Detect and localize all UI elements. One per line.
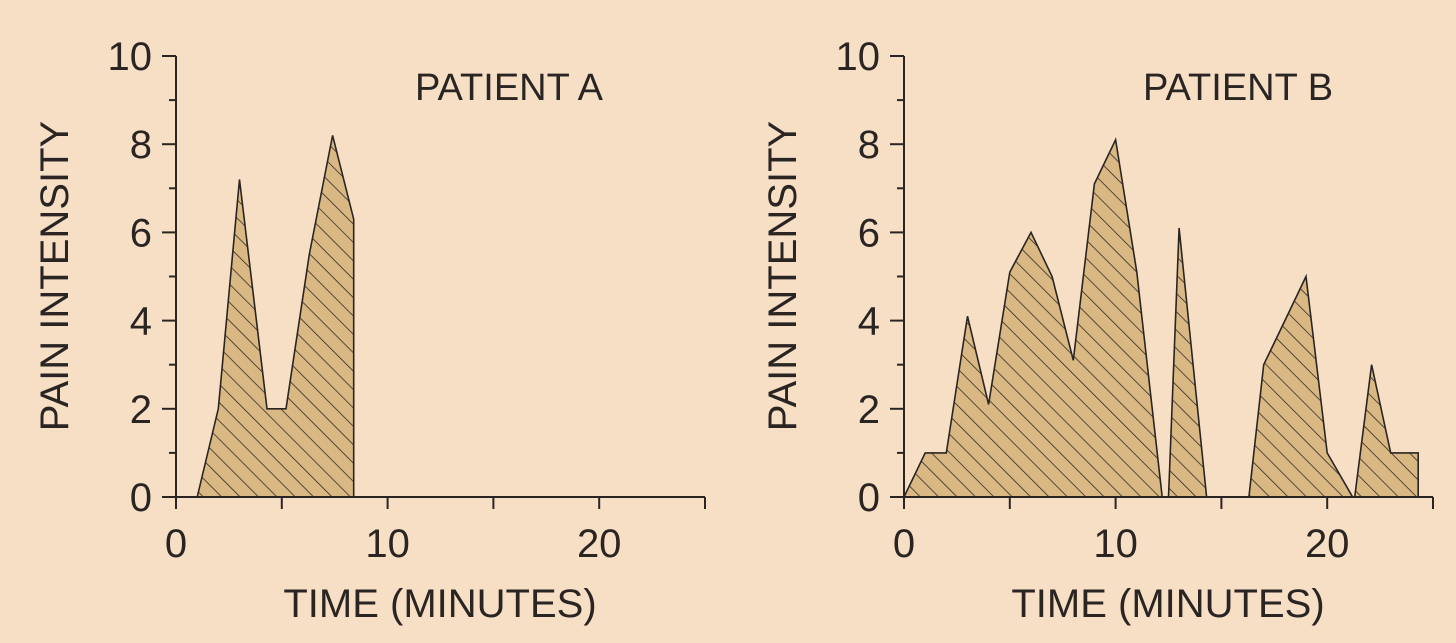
- panel-a-plot-area: 0 2 4 6 8 10 0 10 20: [108, 35, 706, 566]
- panel-b-plot-area: 0 2 4 6 8 10 0 10 20: [836, 35, 1434, 566]
- panel-a-y-tick-label-2: 2: [130, 388, 152, 432]
- panel-a-y-tick-label-4: 4: [130, 300, 152, 344]
- panel-b-y-tick-label-10: 10: [836, 35, 881, 79]
- panel-a-y-tick-label-0: 0: [130, 476, 152, 520]
- panel-b-y-tick-label-0: 0: [858, 476, 880, 520]
- panel-b-y-tick-label-2: 2: [858, 388, 880, 432]
- panel-a-x-tick-label-10: 10: [365, 522, 410, 566]
- panel-a-title: PATIENT A: [415, 67, 604, 109]
- panel-b-y-tick-label-4: 4: [858, 300, 880, 344]
- panel-b-title: PATIENT B: [1143, 67, 1333, 109]
- panel-a-area-segment-0: [196, 135, 355, 498]
- panel-b-y-tick-label-8: 8: [858, 123, 880, 167]
- panel-patient-a: PATIENT A PAIN INTENSITY TIME (MINUTES) …: [33, 35, 706, 626]
- panel-b-area-segment-0: [902, 137, 1164, 498]
- panel-a-x-tick-label-0: 0: [165, 522, 187, 566]
- panel-b-x-tick-label-10: 10: [1093, 522, 1138, 566]
- panel-a-y-tick-label-8: 8: [130, 123, 152, 167]
- panel-a-x-tick-label-20: 20: [577, 522, 622, 566]
- panel-a-y-axis-title: PAIN INTENSITY: [33, 121, 77, 431]
- panel-b-y-tick-label-6: 6: [858, 211, 880, 255]
- panel-a-y-tick-label-6: 6: [130, 211, 152, 255]
- panel-a-x-axis-title: TIME (MINUTES): [283, 582, 596, 626]
- panel-a-y-tick-label-10: 10: [108, 35, 153, 79]
- panel-b-x-axis-title: TIME (MINUTES): [1011, 582, 1324, 626]
- panel-patient-b: PATIENT B PAIN INTENSITY TIME (MINUTES) …: [761, 35, 1434, 626]
- panel-b-y-axis-title: PAIN INTENSITY: [761, 121, 805, 431]
- panel-b-x-tick-label-0: 0: [893, 522, 915, 566]
- panel-b-x-tick-label-20: 20: [1305, 522, 1350, 566]
